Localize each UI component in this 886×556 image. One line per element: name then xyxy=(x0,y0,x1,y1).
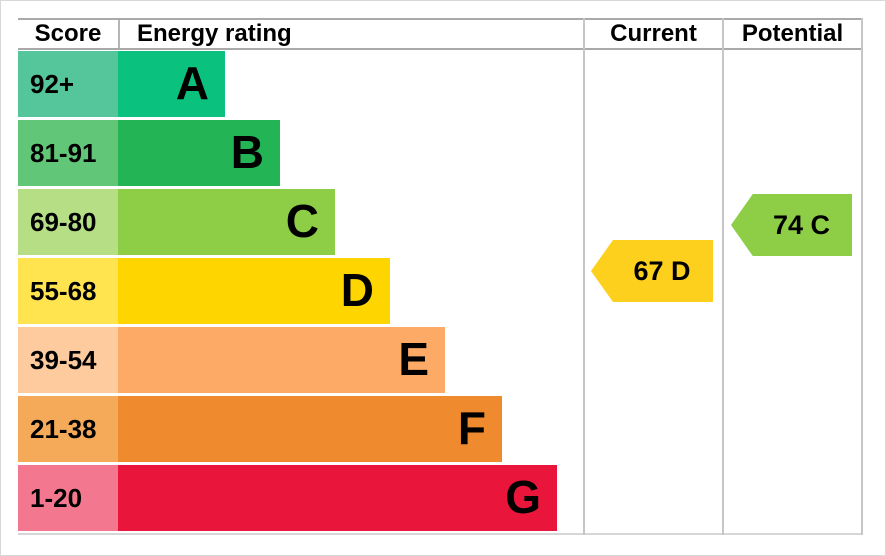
band-row: 21-38 F xyxy=(18,396,557,462)
band-score-range: 81-91 xyxy=(18,120,118,186)
band-bar: E xyxy=(118,327,445,393)
current-rating-arrow: 67 D xyxy=(591,240,713,302)
potential-column-header: Potential xyxy=(741,20,844,47)
current-column-header: Current xyxy=(610,20,697,47)
band-score-range: 1-20 xyxy=(18,465,118,531)
band-score-range: 92+ xyxy=(18,51,118,117)
band-bar: B xyxy=(118,120,280,186)
band-score-range: 21-38 xyxy=(18,396,118,462)
potential-column-divider xyxy=(722,18,724,535)
band-row: 69-80 C xyxy=(18,189,557,255)
energy-rating-column-header: Energy rating xyxy=(137,20,292,47)
band-letter: D xyxy=(340,264,374,316)
table-bottom-line xyxy=(18,533,863,535)
band-letter: C xyxy=(285,195,319,247)
band-letter: F xyxy=(457,402,486,454)
band-row: 92+ A xyxy=(18,51,557,117)
band-row: 1-20 G xyxy=(18,465,557,531)
band-score-range: 55-68 xyxy=(18,258,118,324)
band-row: 55-68 D xyxy=(18,258,557,324)
header-bottom-line xyxy=(18,48,863,50)
score-column-divider xyxy=(118,20,120,48)
band-bar: D xyxy=(118,258,390,324)
current-rating-label: 67 D xyxy=(633,256,691,286)
band-letter: A xyxy=(175,57,209,109)
band-rows: 92+ A 81-91 B 69-80 C 55-68 D 39-54 xyxy=(18,51,557,534)
potential-rating-arrow: 74 C xyxy=(731,194,852,256)
header-top-line xyxy=(18,18,863,20)
band-letter: G xyxy=(505,471,541,523)
potential-rating-label: 74 C xyxy=(772,210,831,240)
current-column-divider xyxy=(583,18,585,535)
band-score-range: 39-54 xyxy=(18,327,118,393)
band-score-range: 69-80 xyxy=(18,189,118,255)
score-column-header: Score xyxy=(34,20,102,47)
band-bar: A xyxy=(118,51,225,117)
band-letter: B xyxy=(230,126,264,178)
band-letter: E xyxy=(398,333,429,385)
band-row: 39-54 E xyxy=(18,327,557,393)
table-right-border xyxy=(861,18,863,535)
band-row: 81-91 B xyxy=(18,120,557,186)
band-bar: G xyxy=(118,465,557,531)
band-bar: F xyxy=(118,396,502,462)
band-bar: C xyxy=(118,189,335,255)
